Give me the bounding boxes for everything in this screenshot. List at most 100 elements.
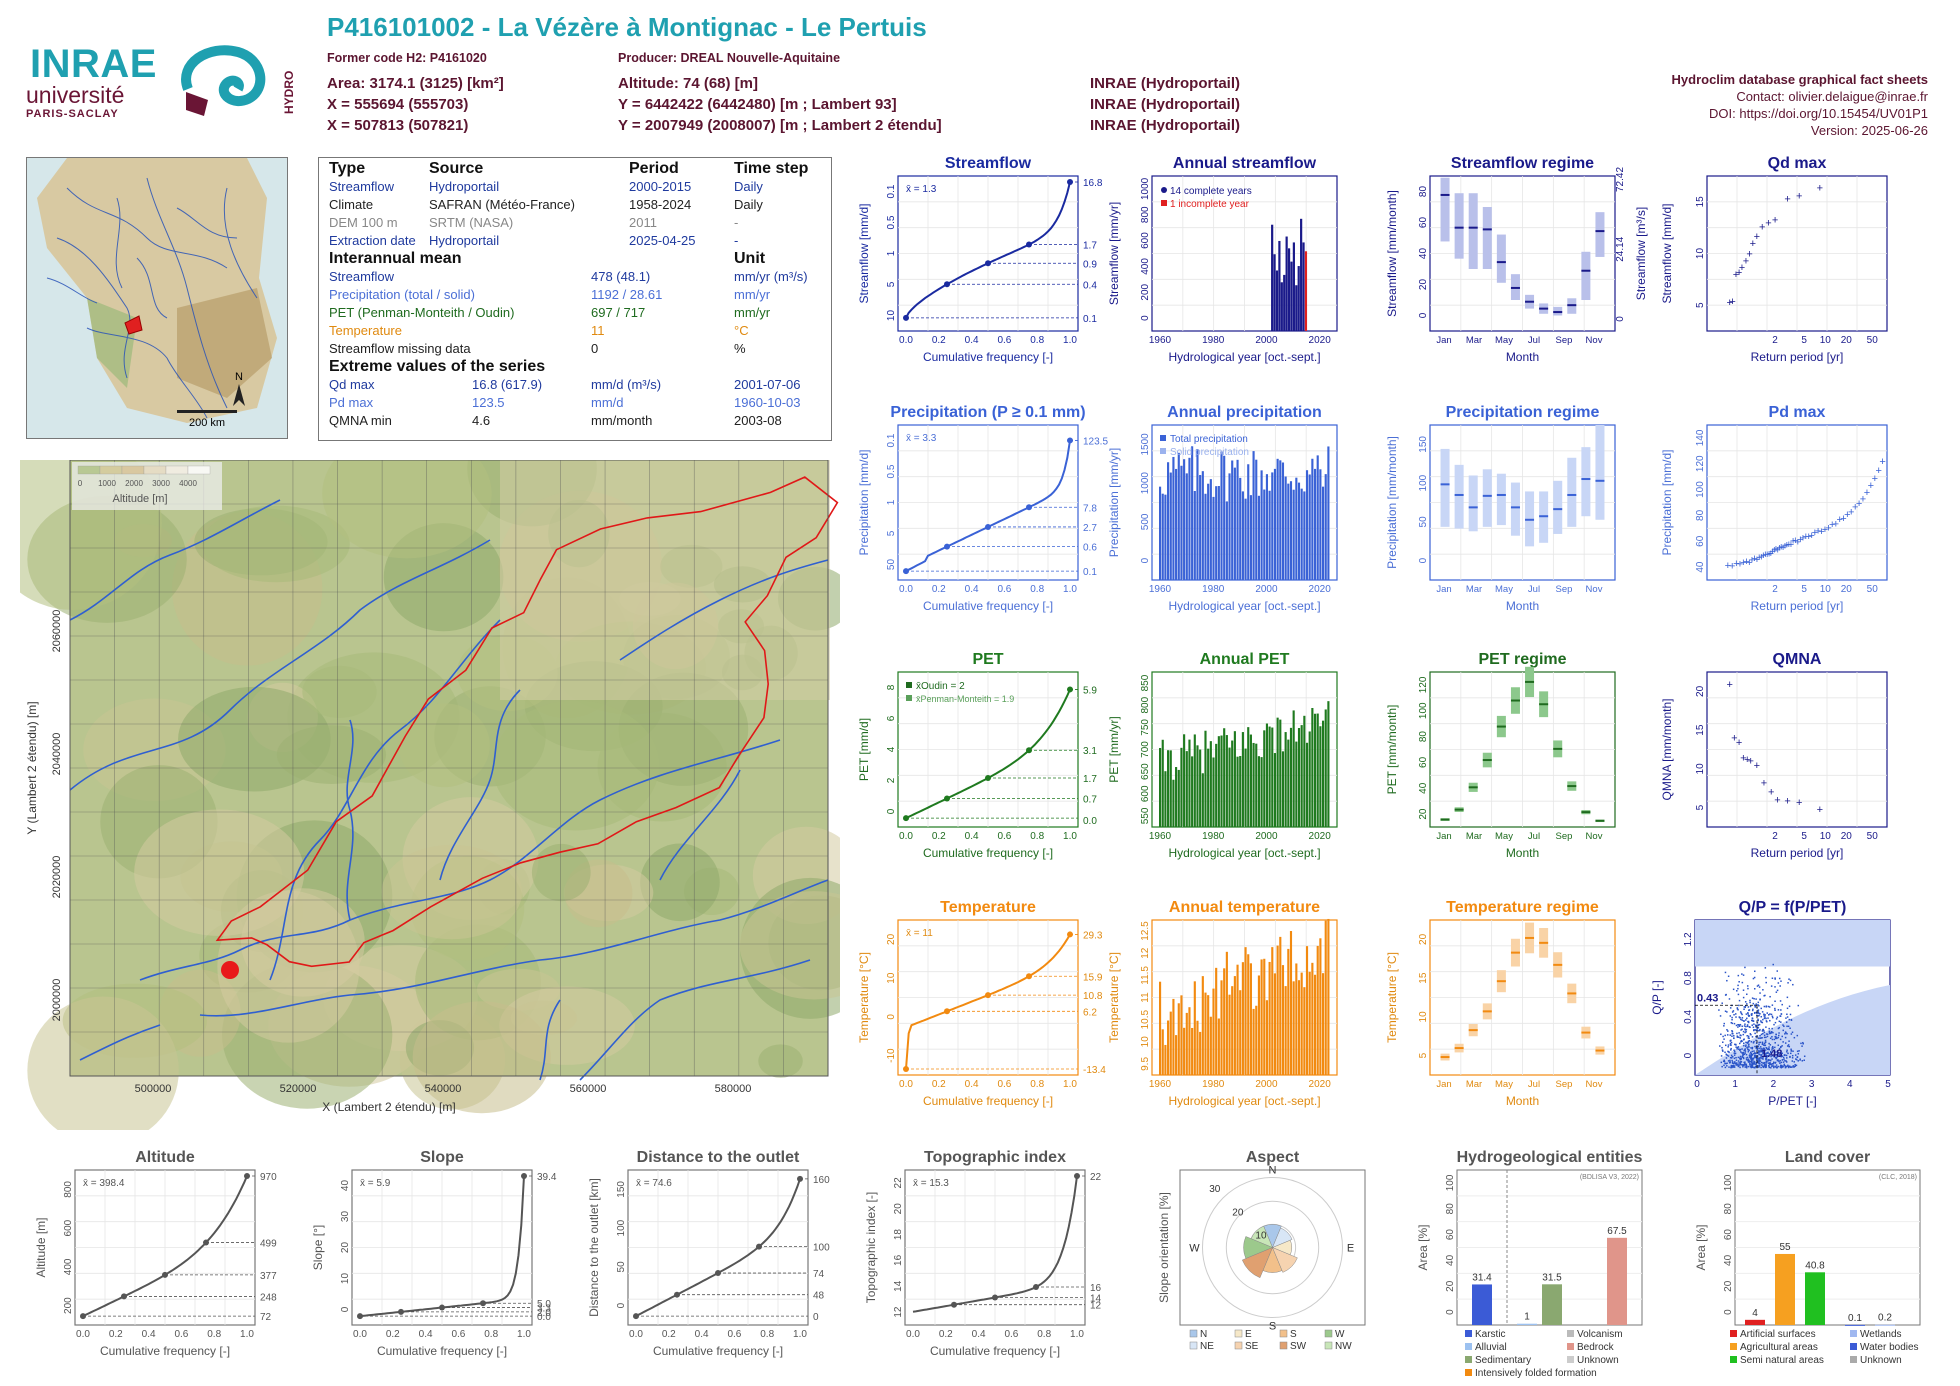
qp-point [1746,985,1749,987]
qp-point [1745,1013,1748,1015]
qp-point [1740,1012,1743,1015]
annual_pet-ytick: 800 [1140,696,1151,713]
qp-point [1752,1042,1755,1044]
qp-point [1772,963,1774,966]
annual_precipitation-bar [1169,472,1172,580]
qp-point [1734,1013,1737,1015]
hydrogeo-ylabel: Area [%] [1416,1224,1430,1270]
annual_precipitation-bar [1191,446,1194,580]
qp-point [1739,1011,1742,1013]
mean-row-cell: % [734,341,746,356]
temperature_regime-xtick: May [1495,1079,1513,1090]
qd_max-point: + [1784,194,1790,206]
qp-point [1742,1066,1744,1068]
qp-point [1753,1023,1755,1025]
mean-row-cell: PET (Penman-Monteith / Oudin) [329,305,515,320]
qp-point [1757,1061,1759,1064]
qp-point [1747,1020,1749,1023]
landcover-legend-swatch [1850,1330,1857,1337]
qp-point [1741,1056,1744,1058]
annual_precipitation-bar [1167,462,1170,580]
pd_max-point: + [1769,546,1775,558]
qp-point [1762,1044,1765,1046]
annual_temperature-bar [1193,981,1196,1075]
qp-point [1724,1051,1726,1054]
qp-point [1762,1066,1765,1069]
annual_pet-bar [1191,756,1194,827]
former-code: Former code H2: P4161020 [327,51,487,65]
qmna-point: + [1784,796,1790,808]
annual_temperature-bar [1239,990,1242,1075]
temperature_regime-xtick: Mar [1466,1079,1482,1090]
annual_pet-bar [1199,749,1202,827]
mean-row-cell: 697 / 717 [591,305,646,320]
pet_regime-ytick: 100 [1418,702,1429,719]
annual_precipitation-bar [1239,477,1242,580]
streamflow_regime-xtick: Jan [1436,335,1451,346]
pet_regime-xtick: Mar [1466,831,1482,842]
qp-point [1758,986,1761,988]
distance-xtick: 1.0 [793,1329,807,1340]
qp-point [1756,1057,1758,1060]
qp-point [1800,1042,1802,1045]
temperature_regime-xtick: Jan [1436,1079,1451,1090]
qp-point [1758,1049,1760,1052]
terrain-patch [202,505,350,583]
annual_temperature-ylabel: Temperature [°C] [1107,952,1121,1043]
annual_temperature-xtick: 1980 [1202,1079,1225,1090]
altitude-xtick: 0.8 [207,1329,221,1340]
info-row: Climate SAFRAN (Météo-France) 1958-2024 Dai… [329,196,829,214]
qp-point [1731,1011,1734,1013]
qp-point [1763,1015,1765,1017]
qp-point [1723,1064,1725,1067]
annual_temperature-bar [1305,946,1309,1075]
qp-point [1790,1048,1792,1051]
slope-title: Slope [420,1149,464,1166]
annual_pet-bar [1279,719,1282,827]
topo-xtick: 0.6 [1004,1329,1018,1340]
landcover-legend-swatch [1730,1330,1737,1337]
qp-point [1731,1035,1733,1037]
qp-point [1757,1045,1759,1048]
aspect-legend-label: N [1200,1329,1207,1340]
qp-point [1787,1066,1790,1069]
altitude-xtick: 1.0 [240,1329,254,1340]
pd_max-ylabel: Precipitation [mm/d] [1660,449,1674,555]
qp-point [1746,1047,1748,1049]
qp-point [1770,1055,1772,1058]
pd_max-point: + [1790,536,1796,548]
qp-point [1773,1055,1775,1058]
qp-ytick: 0.4 [1683,1009,1694,1023]
temperature_regime-xtick: Nov [1586,1079,1603,1090]
qp-point [1769,1037,1772,1040]
aspect-ring [1225,1200,1320,1295]
qp-point [1761,1057,1763,1060]
precipitation_regime-xtick: May [1495,584,1513,595]
qp-point [1778,1047,1781,1050]
hydrogeo-ytick: 0 [1445,1309,1456,1315]
distance-title: Distance to the outlet [637,1149,800,1166]
qp-point [1789,1055,1791,1058]
map-x-tick: 520000 [280,1083,317,1095]
qp-point [1744,1028,1746,1030]
qp-point [1756,1028,1758,1030]
qd_max-point: + [1739,262,1745,274]
qp-point [1760,1033,1763,1036]
annual_temperature-ytick: 10 [1140,1036,1151,1048]
slope-quantile-label: 3.3 [537,1304,551,1315]
temperature-xlabel: Cumulative frequency [-] [923,1094,1053,1108]
annual_streamflow-bar [1273,254,1276,331]
extreme-row-cell: 2001-07-06 [734,377,801,392]
legend-tick: 4000 [179,479,197,488]
qp-point [1755,1063,1758,1065]
annual_pet-bar [1193,734,1196,827]
qp-point [1787,1065,1789,1067]
qp-point [1733,1022,1736,1025]
aspect-legend-label: W [1335,1329,1345,1340]
map-x-tick: 500000 [135,1083,172,1095]
hydrogeo-source: (BDLISA V3, 2022) [1580,1174,1639,1181]
